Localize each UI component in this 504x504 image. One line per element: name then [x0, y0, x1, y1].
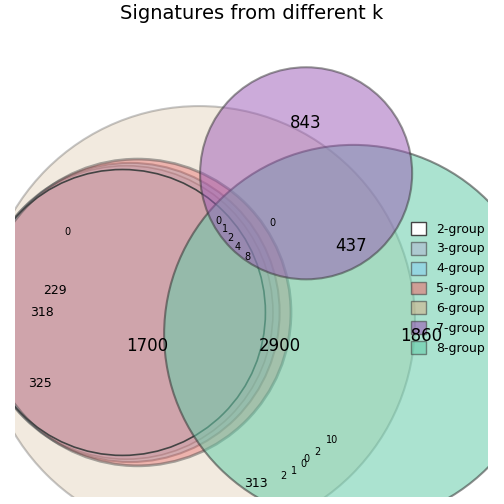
- Circle shape: [0, 159, 291, 466]
- Text: 1700: 1700: [126, 337, 168, 355]
- Text: 2: 2: [280, 471, 287, 481]
- Text: 8: 8: [244, 251, 250, 262]
- Text: 325: 325: [28, 377, 51, 390]
- Text: 1: 1: [222, 224, 228, 234]
- Text: 10: 10: [326, 435, 338, 445]
- Legend: 2-group, 3-group, 4-group, 5-group, 6-group, 7-group, 8-group: 2-group, 3-group, 4-group, 5-group, 6-gr…: [405, 216, 491, 361]
- Text: 0: 0: [269, 218, 275, 227]
- Text: 313: 313: [244, 477, 268, 490]
- Circle shape: [0, 106, 415, 504]
- Text: 318: 318: [30, 306, 53, 319]
- Text: 2900: 2900: [259, 337, 301, 355]
- Text: 0: 0: [300, 459, 306, 469]
- Circle shape: [0, 166, 273, 459]
- Circle shape: [200, 67, 412, 279]
- Text: 0: 0: [303, 454, 309, 464]
- Title: Signatures from different k: Signatures from different k: [119, 5, 383, 23]
- Text: 2: 2: [314, 447, 321, 457]
- Text: 843: 843: [290, 114, 322, 132]
- Text: 2: 2: [227, 233, 233, 242]
- Text: 229: 229: [43, 284, 67, 297]
- Text: 0: 0: [65, 227, 71, 237]
- Circle shape: [164, 145, 504, 504]
- Text: 437: 437: [335, 237, 366, 255]
- Text: 4: 4: [235, 242, 241, 252]
- Text: 0: 0: [215, 216, 221, 226]
- Text: 1860: 1860: [401, 327, 443, 345]
- Text: 1: 1: [291, 466, 297, 476]
- Circle shape: [0, 163, 280, 462]
